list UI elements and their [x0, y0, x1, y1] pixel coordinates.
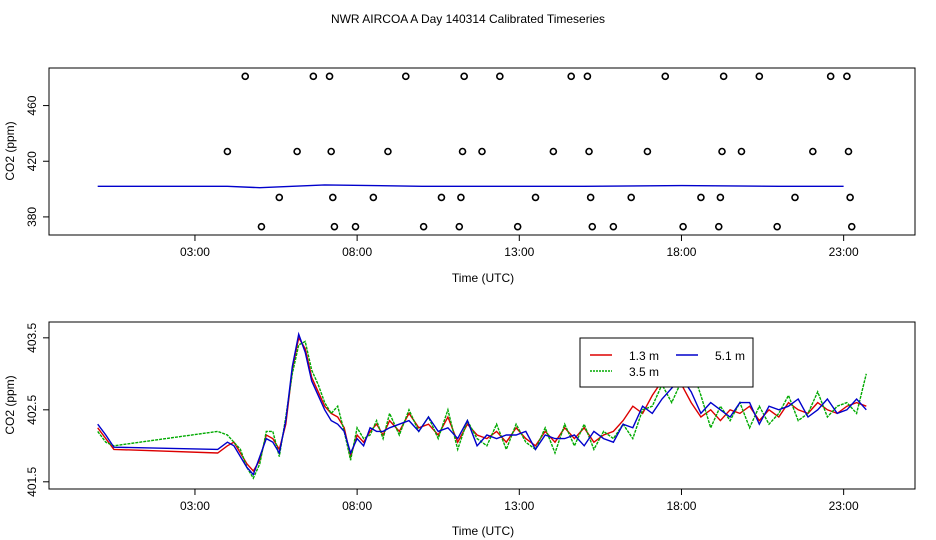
bottom-x-tick-label: 03:00 — [180, 499, 210, 513]
bottom-y-tick-label: 403.5 — [25, 322, 39, 352]
bottom-series — [97, 331, 867, 480]
top-x-axis: 03:00 08:00 13:00 18:00 23:00 — [180, 235, 859, 259]
top-y-axis: 380 420 460 — [25, 95, 49, 227]
bottom-x-tick-label: 18:00 — [666, 499, 696, 513]
top-point — [437, 193, 446, 202]
bottom-y-axis-label: CO2 (ppm) — [3, 375, 17, 434]
top-point — [844, 147, 853, 156]
legend-label-1-3m: 1.3 m — [629, 349, 659, 363]
top-point — [549, 147, 558, 156]
top-x-tick-label: 03:00 — [180, 245, 210, 259]
top-x-axis-label: Time (UTC) — [452, 271, 514, 285]
top-point — [809, 147, 817, 156]
top-point — [627, 193, 635, 202]
top-point — [714, 222, 723, 231]
top-point — [330, 222, 339, 231]
top-point — [586, 193, 595, 202]
top-series-baseline — [97, 184, 844, 189]
panel-top-frame — [48, 67, 916, 236]
top-points — [223, 72, 856, 231]
bottom-series-5-1-m — [97, 331, 867, 476]
bottom-y-tick-label: 401.5 — [25, 466, 39, 496]
top-point — [327, 147, 335, 156]
top-point — [847, 222, 856, 231]
top-point — [755, 72, 764, 81]
top-point — [826, 72, 835, 81]
top-point — [478, 147, 486, 156]
top-y-tick-label: 420 — [25, 151, 39, 171]
bottom-series-1-3-m — [97, 335, 867, 473]
top-point — [531, 193, 540, 202]
top-point — [241, 72, 250, 81]
top-point — [419, 222, 428, 231]
legend: 1.3 m 5.1 m 3.5 m — [579, 337, 754, 388]
top-point — [643, 147, 652, 156]
top-x-tick-label: 08:00 — [342, 245, 372, 259]
top-point — [718, 147, 726, 156]
bottom-y-tick-label: 402.5 — [25, 394, 39, 424]
chart-title: NWR AIRCOA A Day 140314 Calibrated Times… — [331, 12, 605, 26]
top-point — [716, 193, 725, 202]
bottom-x-axis-label: Time (UTC) — [452, 524, 514, 538]
top-point — [257, 222, 266, 231]
top-x-tick-label: 23:00 — [829, 245, 859, 259]
legend-label-3-5m: 3.5 m — [629, 365, 659, 379]
top-point — [719, 72, 728, 81]
bottom-x-axis: 03:00 08:00 13:00 18:00 23:00 — [180, 489, 859, 513]
bottom-x-tick-label: 23:00 — [829, 499, 859, 513]
top-point — [223, 147, 232, 156]
top-point — [401, 72, 410, 81]
bottom-x-tick-label: 08:00 — [342, 499, 372, 513]
panel-bottom: 03:00 08:00 13:00 18:00 23:00 401.5 402.5 403.… — [3, 321, 916, 538]
bottom-y-axis: 401.5 402.5 403.5 — [25, 322, 49, 497]
top-point — [661, 72, 670, 81]
top-y-tick-label: 460 — [25, 95, 39, 115]
panel-top: 03:00 08:00 13:00 18:00 23:00 380 420 460 Time… — [3, 67, 916, 285]
top-point — [737, 147, 746, 156]
top-y-tick-label: 380 — [25, 207, 39, 227]
top-point — [697, 193, 705, 202]
top-point — [773, 222, 781, 231]
top-point — [460, 72, 468, 81]
top-point — [458, 147, 467, 156]
top-point — [496, 72, 504, 81]
top-point — [384, 147, 392, 156]
top-y-axis-label: CO2 (ppm) — [3, 121, 17, 180]
bottom-x-tick-label: 13:00 — [504, 499, 534, 513]
top-point — [843, 72, 851, 81]
top-point — [583, 72, 592, 81]
legend-label-5-1m: 5.1 m — [715, 349, 745, 363]
top-point — [567, 72, 575, 81]
top-point — [585, 147, 593, 156]
top-point — [679, 222, 687, 231]
top-series — [97, 184, 844, 189]
top-point — [513, 222, 522, 231]
top-point — [369, 193, 378, 202]
top-point — [846, 193, 854, 202]
top-point — [325, 72, 334, 81]
top-point — [275, 193, 284, 202]
top-point — [609, 222, 618, 231]
top-point — [457, 193, 465, 202]
top-point — [309, 72, 318, 81]
legend-box — [579, 337, 754, 388]
top-point — [351, 222, 360, 231]
top-x-tick-label: 18:00 — [666, 245, 696, 259]
panel-bottom-frame — [48, 321, 916, 490]
top-point — [293, 147, 301, 156]
top-point — [588, 222, 597, 231]
top-x-tick-label: 13:00 — [504, 245, 534, 259]
top-point — [455, 222, 464, 231]
top-point — [329, 193, 337, 202]
top-point — [791, 193, 799, 202]
